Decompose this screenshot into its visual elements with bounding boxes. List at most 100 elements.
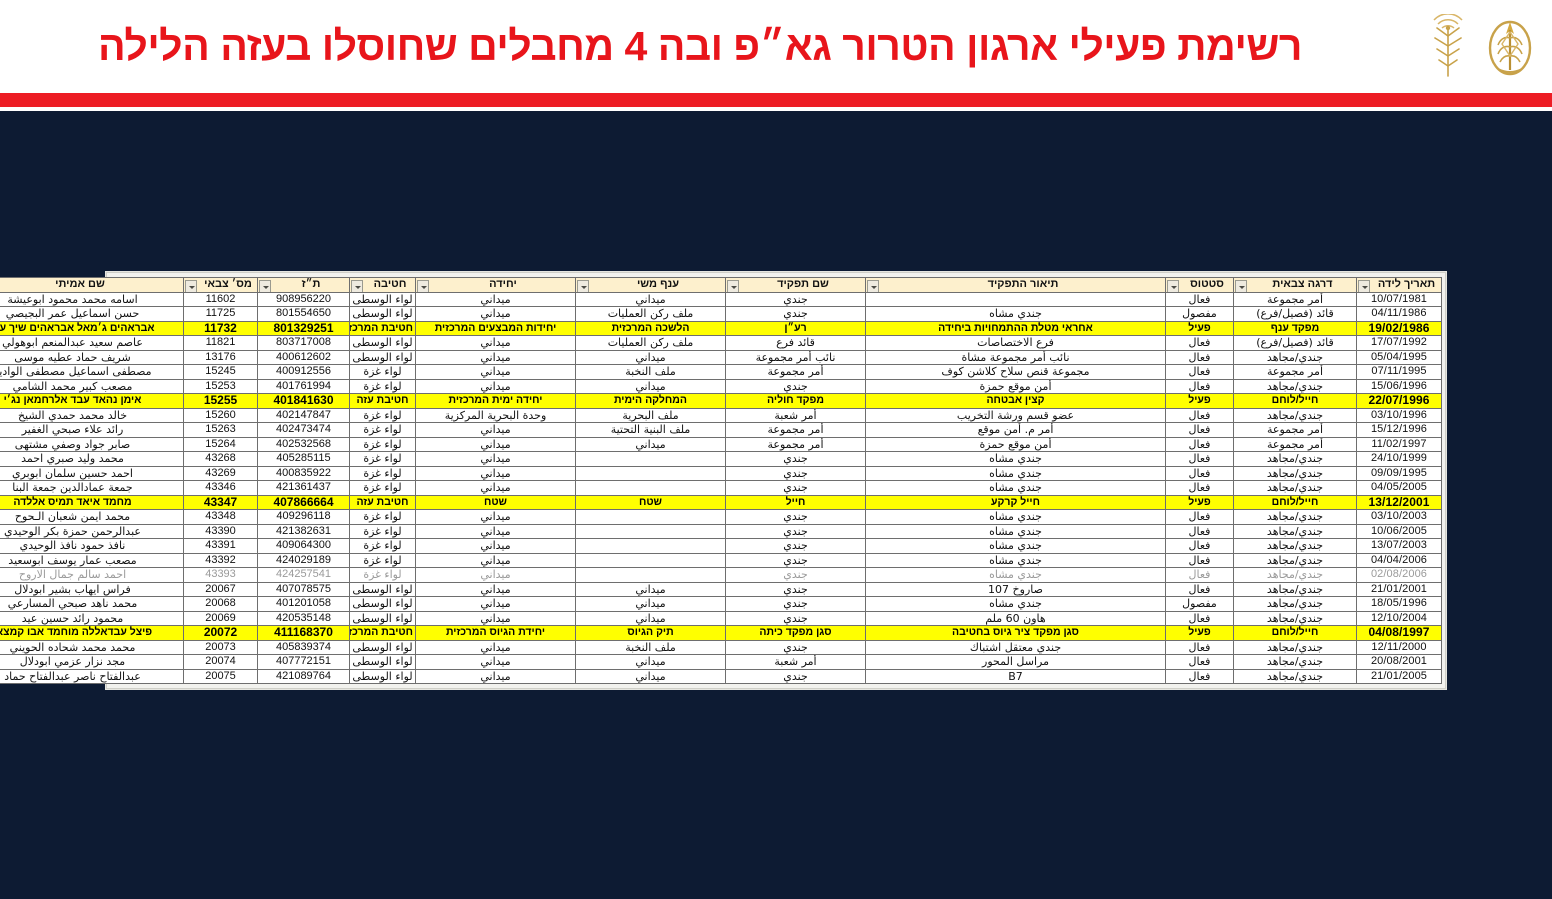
table-row[interactable]: 05/04/1995 جندي/مجاهد فعال نائب أمر مجموعة … xyxy=(0,349,1442,365)
cell-brigade[interactable]: لواء غزة xyxy=(349,465,416,481)
cell-role_descr[interactable]: جندي مشاه xyxy=(865,306,1166,322)
cell-sub_branch[interactable]: ميداني xyxy=(575,378,726,394)
cell-birth_date[interactable]: 03/10/2003 xyxy=(1356,509,1442,525)
cell-role_name[interactable]: חייל xyxy=(725,494,866,510)
cell-rank[interactable]: جندي/مجاهد xyxy=(1233,581,1357,597)
cell-role_descr[interactable]: جندي مشاه xyxy=(865,509,1166,525)
cell-unit[interactable]: ميداني xyxy=(415,349,576,365)
column-header-real_name[interactable]: שם אמיתי xyxy=(0,277,184,293)
cell-unit[interactable]: ميداني xyxy=(415,654,576,670)
cell-real_name[interactable]: مصعب كبير محمد الشامي xyxy=(0,378,184,394)
cell-real_name[interactable]: פיצל עבדאללה מוחמד אבו קמצאן xyxy=(0,625,184,641)
cell-real_name[interactable]: شريف حماد عطيه موسى xyxy=(0,349,184,365)
cell-role_descr[interactable]: أمن موقع حمزة xyxy=(865,378,1166,394)
cell-real_name[interactable]: محمد وليد صبري احمد xyxy=(0,451,184,467)
cell-rank[interactable]: جندي/مجاهد xyxy=(1233,480,1357,496)
cell-brigade[interactable]: لواء الوسطى xyxy=(349,639,416,655)
cell-unit[interactable]: ميداني xyxy=(415,465,576,481)
column-header-status[interactable]: סטטוס xyxy=(1165,277,1234,293)
cell-unit[interactable]: ميداني xyxy=(415,306,576,322)
cell-real_name[interactable]: محمد ايمن شعبان الـحوح xyxy=(0,509,184,525)
table-row[interactable]: 19/02/1986 מפקד ענף פעיל אחראי מטלת ההתמחוי… xyxy=(0,320,1442,336)
cell-birth_date[interactable]: 13/07/2003 xyxy=(1356,538,1442,554)
cell-status[interactable]: فعال xyxy=(1165,378,1234,394)
cell-real_name[interactable]: حسن اسماعيل عمر البجيصي xyxy=(0,306,184,322)
cell-sub_branch[interactable]: המחלקה הימית xyxy=(575,393,726,409)
cell-rank[interactable]: جندي/مجاهد xyxy=(1233,639,1357,655)
cell-id_number[interactable]: 801554650 xyxy=(257,306,350,322)
cell-real_name[interactable]: מחמד איאד תמיס אללדה xyxy=(0,494,184,510)
cell-sub_branch[interactable]: ملف النخبة xyxy=(575,639,726,655)
cell-military_no[interactable]: 13176 xyxy=(183,349,258,365)
cell-role_name[interactable]: جندي xyxy=(725,509,866,525)
cell-birth_date[interactable]: 11/02/1997 xyxy=(1356,436,1442,452)
cell-role_descr[interactable]: B7 xyxy=(865,668,1166,684)
column-header-unit[interactable]: יחידה xyxy=(415,277,576,293)
cell-real_name[interactable]: مصعب عمار يوسف ابوسعيد xyxy=(0,552,184,568)
column-header-military_no[interactable]: מס׳ צבאי xyxy=(183,277,258,293)
cell-status[interactable]: فعال xyxy=(1165,567,1234,583)
cell-brigade[interactable]: لواء الوسطى xyxy=(349,668,416,684)
cell-rank[interactable]: جندي/مجاهد xyxy=(1233,654,1357,670)
cell-id_number[interactable]: 401841630 xyxy=(257,393,350,409)
cell-id_number[interactable]: 407078575 xyxy=(257,581,350,597)
cell-status[interactable]: فعال xyxy=(1165,451,1234,467)
cell-rank[interactable]: جندي/مجاهد xyxy=(1233,668,1357,684)
cell-military_no[interactable]: 43346 xyxy=(183,480,258,496)
cell-status[interactable]: فعال xyxy=(1165,364,1234,380)
cell-unit[interactable]: ميداني xyxy=(415,364,576,380)
cell-birth_date[interactable]: 15/12/1996 xyxy=(1356,422,1442,438)
cell-military_no[interactable]: 20069 xyxy=(183,610,258,626)
cell-status[interactable]: פעיל xyxy=(1165,494,1234,510)
cell-id_number[interactable]: 407866664 xyxy=(257,494,350,510)
cell-real_name[interactable]: خالد محمد حمدي الشيخ xyxy=(0,407,184,423)
cell-id_number[interactable]: 908956220 xyxy=(257,291,350,307)
cell-status[interactable]: فعال xyxy=(1165,538,1234,554)
cell-status[interactable]: فعال xyxy=(1165,581,1234,597)
cell-real_name[interactable]: فراس ايهاب بشير ابودلال xyxy=(0,581,184,597)
cell-status[interactable]: فعال xyxy=(1165,436,1234,452)
cell-unit[interactable]: ميداني xyxy=(415,378,576,394)
cell-birth_date[interactable]: 21/01/2005 xyxy=(1356,668,1442,684)
column-header-brigade[interactable]: חטיבה xyxy=(349,277,416,293)
cell-unit[interactable]: ميداني xyxy=(415,436,576,452)
cell-unit[interactable]: ميداني xyxy=(415,538,576,554)
cell-role_descr[interactable]: أمر م. أمن موقع xyxy=(865,422,1166,438)
table-row[interactable]: 04/04/2006 جندي/مجاهد فعال جندي مشاه جندي ميد… xyxy=(0,552,1442,568)
cell-birth_date[interactable]: 05/04/1995 xyxy=(1356,349,1442,365)
cell-role_name[interactable]: جندي xyxy=(725,378,866,394)
cell-role_descr[interactable]: جندي مشاه xyxy=(865,465,1166,481)
cell-id_number[interactable]: 421382631 xyxy=(257,523,350,539)
cell-unit[interactable]: ميداني xyxy=(415,596,576,612)
cell-sub_branch[interactable]: ملف ركن العمليات xyxy=(575,335,726,351)
cell-status[interactable]: فعال xyxy=(1165,552,1234,568)
cell-rank[interactable]: جندي/مجاهد xyxy=(1233,552,1357,568)
cell-id_number[interactable]: 421089764 xyxy=(257,668,350,684)
cell-military_no[interactable]: 11732 xyxy=(183,320,258,336)
cell-status[interactable]: فعال xyxy=(1165,335,1234,351)
cell-sub_branch[interactable]: שטח xyxy=(575,494,726,510)
cell-birth_date[interactable]: 02/08/2006 xyxy=(1356,567,1442,583)
table-row[interactable]: 04/08/1997 חייל/לוחם פעיל סגן מפקד ציר גיוס… xyxy=(0,625,1442,641)
cell-brigade[interactable]: لواء غزة xyxy=(349,538,416,554)
cell-rank[interactable]: أمر مجموعة xyxy=(1233,291,1357,307)
cell-sub_branch[interactable]: ملف النخبة xyxy=(575,364,726,380)
cell-sub_branch[interactable] xyxy=(575,567,726,583)
cell-birth_date[interactable]: 04/08/1997 xyxy=(1356,625,1442,641)
cell-rank[interactable]: جندي/مجاهد xyxy=(1233,451,1357,467)
filter-dropdown-icon[interactable] xyxy=(1167,280,1179,292)
cell-role_descr[interactable]: عضو قسم ورشة التخريب xyxy=(865,407,1166,423)
cell-id_number[interactable]: 803717008 xyxy=(257,335,350,351)
cell-military_no[interactable]: 20073 xyxy=(183,639,258,655)
cell-military_no[interactable]: 43269 xyxy=(183,465,258,481)
cell-birth_date[interactable]: 04/11/1986 xyxy=(1356,306,1442,322)
cell-military_no[interactable]: 20074 xyxy=(183,654,258,670)
cell-role_name[interactable]: מפקד חוליה xyxy=(725,393,866,409)
cell-role_name[interactable]: أمر شعبة xyxy=(725,654,866,670)
cell-birth_date[interactable]: 03/10/1996 xyxy=(1356,407,1442,423)
cell-real_name[interactable]: نافذ حمود نافذ الوحيدي xyxy=(0,538,184,554)
cell-role_name[interactable]: جندي xyxy=(725,610,866,626)
cell-military_no[interactable]: 20067 xyxy=(183,581,258,597)
cell-military_no[interactable]: 11602 xyxy=(183,291,258,307)
cell-role_name[interactable]: قائد فرع xyxy=(725,335,866,351)
